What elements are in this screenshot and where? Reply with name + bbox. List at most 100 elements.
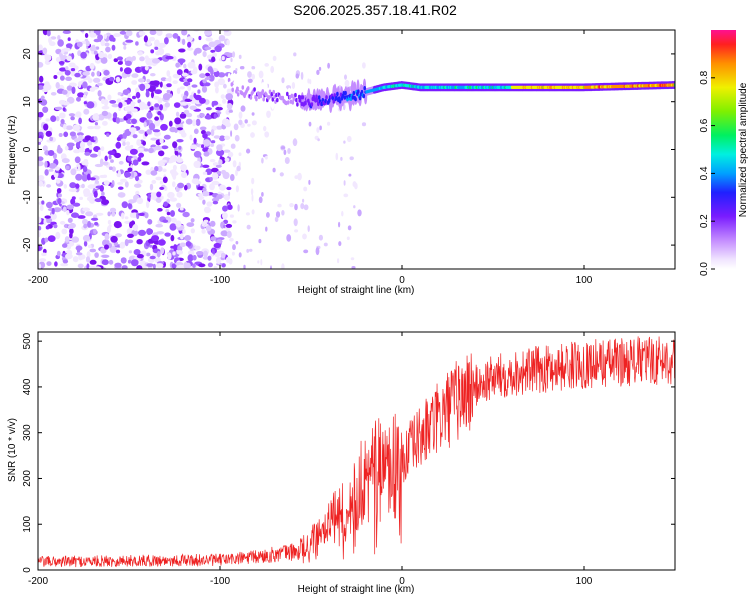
spectrogram-cell [84,135,92,141]
spectrogram-cell [304,101,307,106]
spectrogram-cell [211,56,216,62]
spectrogram-cell [86,251,91,258]
spectrogram-cell [100,39,106,47]
spectrogram-cell [86,196,95,202]
spectrogram-cell [135,91,141,99]
spectrogram-cell [257,260,260,264]
x-tick-label: 0 [399,275,405,286]
spectrogram-cell [38,263,42,269]
spectrogram-cell [59,220,66,225]
spectrogram-cell [164,102,170,108]
spectrogram-cell [125,141,131,146]
spectrogram-cell [84,151,91,156]
spectrogram-cell [338,221,341,228]
spectrogram-cell [177,245,183,252]
spectrogram-cell [190,228,195,234]
spectrogram-cell [121,265,128,269]
spectrogram-cell [248,248,253,252]
spectrogram-cell [83,223,88,229]
spectrogram-cell [165,78,172,82]
spectrogram-cell [202,51,207,58]
spectrogram-cell [137,51,143,56]
spectrogram-cell [150,49,155,54]
spectrogram-cell [67,224,75,229]
spectrogram-cell [186,222,195,228]
spectrogram-cell [183,63,187,69]
spectrogram-cell [136,239,143,245]
spectrogram-cell [300,71,304,80]
spectrogram-cell [70,168,77,176]
spectrogram-cell [131,55,136,61]
spectrogram-cell [198,263,206,268]
spectrogram-cell [77,92,85,98]
spectrogram-cell [98,51,105,59]
spectrogram-cell [71,236,80,243]
spectrogram-cell [232,220,237,224]
spectrogram-cell [131,118,137,125]
spectrogram-cell [302,233,307,240]
spectrogram-cell [55,178,61,184]
spectrogram-cell [38,85,44,90]
spectrogram-cell [138,152,145,158]
spectrogram-cell [160,123,168,131]
spectrogram-cell [264,63,270,67]
spectrogram-cell [215,125,223,130]
spectrogram-cell [292,96,296,102]
spectrogram-cell [87,78,93,84]
spectrogram-cell [226,230,232,238]
spectrogram-cell [238,54,242,60]
spectrogram-cell [251,66,256,70]
spectrogram-cell [143,35,148,43]
spectrogram-cell [309,79,312,85]
spectrogram-cell [120,138,126,143]
spectrogram-cell [354,182,358,190]
spectrogram-cell [239,66,245,70]
spectrogram-cell [181,101,188,106]
spectrogram-cell [102,120,108,126]
spectrogram-cell [232,160,237,168]
snr-series-line [38,336,675,568]
spectrogram-cell [50,213,57,220]
spectrogram-cell [83,101,88,105]
spectrogram-cell [149,244,153,248]
spectrogram-cell [118,186,124,190]
spectrogram-cell [83,192,90,197]
spectrogram-cell [109,100,117,104]
y-tick-label: 10 [22,96,33,108]
spectrogram-cell [151,58,161,64]
spectrogram-cell [75,173,83,181]
spectrogram-cell [38,230,41,238]
spectrogram-ridge [227,72,675,114]
spectrogram-cell [192,263,196,268]
spectrogram-cell [50,92,57,96]
spectrogram-cell [232,244,236,251]
spectrogram-cell [165,55,174,60]
spectrogram-cell [94,163,103,168]
spectrogram-cell [127,233,134,238]
spectrogram-cell [235,68,238,72]
spectrogram-cell [265,226,268,232]
spectrogram-cell [164,37,169,45]
spectrogram-cell [362,62,366,69]
spectrogram-cell [69,232,73,239]
spectrogram-cell [126,99,131,105]
y-tick-label: 400 [22,378,33,395]
spectrogram-cell [68,113,75,117]
spectrogram-cell [218,35,226,42]
spectrogram-cell [42,30,48,36]
spectrogram-cell [362,93,366,99]
spectrogram-cell [62,89,68,95]
spectrogram-cell [190,144,198,150]
spectrogram-cell [222,98,227,104]
spectrogram-cell [212,200,219,205]
spectrogram-cell [91,86,99,90]
spectrogram-cell [149,255,156,260]
spectrogram-cell [100,57,108,64]
spectrogram-cell [230,143,236,149]
spectrogram-cell [145,91,150,98]
spectrogram-cell [210,236,217,242]
spectrogram-cell [66,96,75,104]
spectrogram-cell [58,133,63,137]
spectrogram-cell [38,141,41,145]
spectrogram-cell [176,69,183,76]
